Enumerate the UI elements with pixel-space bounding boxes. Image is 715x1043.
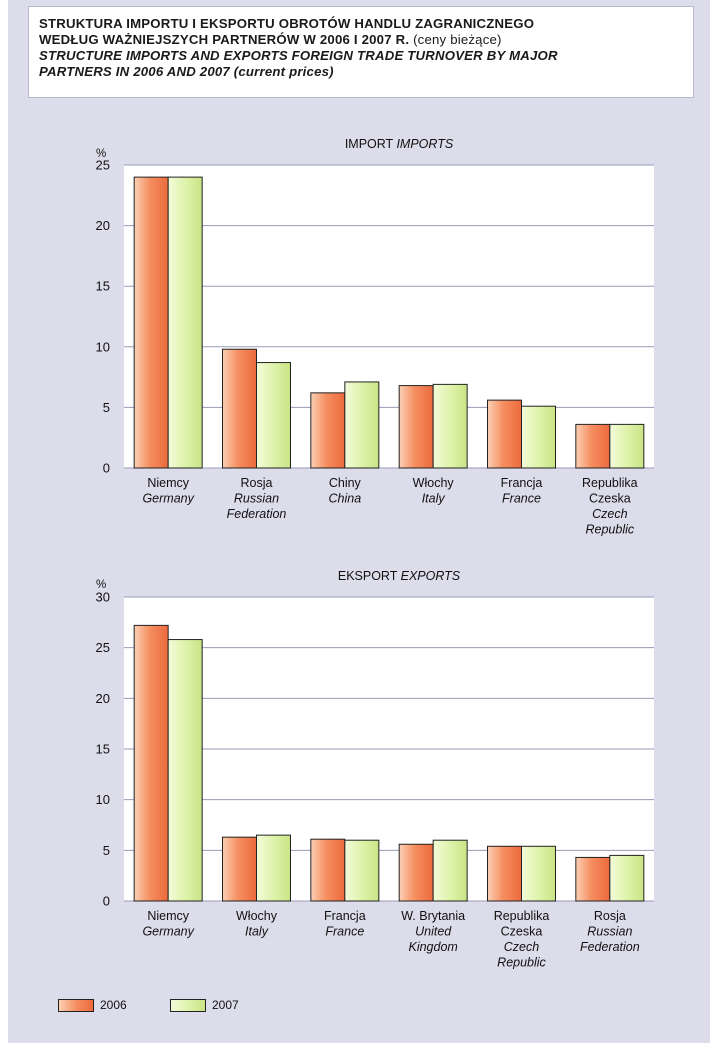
- legend-swatch-2007: [170, 999, 206, 1012]
- imports-bar-2007: [609, 423, 645, 469]
- imports-category-label-pl: Francja: [501, 476, 543, 490]
- title-english-line-2-main: PARTNERS IN 2006 AND 2007: [39, 64, 230, 79]
- imports-category-label-pl: Niemcy: [147, 476, 189, 490]
- imports-bar-2007: [167, 176, 203, 469]
- exports-category-label-pl: Czeska: [501, 925, 543, 939]
- exports-category-label-en: Republic: [497, 956, 546, 970]
- exports-category-label-pl: Francja: [324, 909, 366, 923]
- exports-y-tick-label: 10: [96, 792, 110, 807]
- imports-y-axis-unit: %: [96, 148, 106, 160]
- exports-category-label-en: Kingdom: [408, 940, 457, 954]
- imports-bar-2007: [256, 362, 291, 469]
- imports-bar-2006: [487, 399, 522, 469]
- exports-y-tick-label: 30: [96, 590, 110, 605]
- imports-y-tick-label: 5: [103, 400, 110, 415]
- imports-bar-2006: [310, 392, 346, 469]
- imports-category-label-en: Republic: [586, 523, 635, 537]
- exports-y-tick-label: 20: [96, 691, 110, 706]
- imports-category-label-pl: Czeska: [589, 492, 631, 506]
- imports-category-label-pl: Republika: [582, 476, 638, 490]
- exports-bar-2006: [398, 843, 434, 902]
- exports-category-label-en: United: [415, 925, 452, 939]
- imports-y-tick-label: 20: [96, 218, 110, 233]
- imports-bar-2007: [432, 383, 468, 469]
- exports-category-label-en: Italy: [245, 925, 269, 939]
- imports-bar-2007: [344, 381, 380, 469]
- exports-bar-2007: [167, 639, 203, 902]
- title-english-prices-note: (current prices): [233, 64, 334, 79]
- exports-category-label-pl: Republika: [494, 909, 550, 923]
- imports-category-label-pl: Rosja: [241, 476, 273, 490]
- exports-y-tick-label: 25: [96, 640, 110, 655]
- imports-chart-title: IMPORT IMPORTS: [345, 137, 454, 151]
- imports-category-label-pl: Chiny: [329, 476, 362, 490]
- exports-category-label-en: Czech: [504, 940, 539, 954]
- title-polish-prices-note: (ceny bieżące): [413, 32, 502, 47]
- exports-bar-2006: [487, 845, 522, 902]
- exports-bar-2006: [310, 838, 346, 902]
- imports-category-label-en: Czech: [592, 507, 627, 521]
- exports-chart-title: EKSPORT EXPORTS: [338, 569, 461, 583]
- imports-y-tick-label: 10: [96, 339, 110, 354]
- exports-bar-2006: [222, 836, 257, 902]
- title-polish-line-1: STRUKTURA IMPORTU I EKSPORTU OBROTÓW HAN…: [39, 16, 535, 31]
- exports-category-label-pl: Niemcy: [147, 909, 189, 923]
- title-english-line-2: PARTNERS IN 2006 AND 2007 (current price…: [39, 64, 683, 80]
- legend-label-2006: 2006: [100, 998, 127, 1012]
- imports-y-tick-label: 0: [103, 461, 110, 476]
- exports-category-label-en: France: [325, 925, 364, 939]
- exports-bar-2006: [133, 624, 169, 902]
- imports-bar-2006: [222, 348, 257, 469]
- title-polish-line-2-main: WEDŁUG WAŻNIEJSZYCH PARTNERÓW W 2006 I 2…: [39, 32, 410, 47]
- imports-category-label-en: France: [502, 492, 541, 506]
- exports-bar-2007: [432, 839, 468, 902]
- exports-bar-2007: [521, 845, 556, 902]
- imports-category-label-en: China: [328, 492, 361, 506]
- exports-category-label-pl: Włochy: [236, 909, 278, 923]
- imports-category-label-en: Italy: [422, 492, 446, 506]
- exports-category-label-en: Federation: [580, 940, 640, 954]
- exports-category-label-en: Germany: [142, 925, 194, 939]
- exports-y-tick-label: 0: [103, 894, 110, 909]
- imports-plot-area: [124, 165, 654, 468]
- imports-y-tick-label: 25: [96, 158, 110, 173]
- exports-bar-2007: [344, 839, 380, 902]
- imports-bar-2006: [398, 385, 434, 469]
- figure-title-box: STRUKTURA IMPORTU I EKSPORTU OBROTÓW HAN…: [28, 6, 694, 98]
- imports-category-label-en: Federation: [227, 507, 287, 521]
- exports-category-label-pl: Rosja: [594, 909, 626, 923]
- exports-category-label-pl: W. Brytania: [401, 909, 465, 923]
- exports-bar-2007: [256, 834, 291, 902]
- exports-y-tick-label: 15: [96, 742, 110, 757]
- exports-y-tick-label: 5: [103, 843, 110, 858]
- imports-category-label-en: Russian: [234, 492, 279, 506]
- imports-y-tick-label: 15: [96, 279, 110, 294]
- imports-category-label-en: Germany: [142, 492, 194, 506]
- imports-bar-2006: [575, 423, 611, 469]
- exports-y-axis-unit: %: [96, 579, 106, 591]
- title-english-line-1: STRUCTURE IMPORTS AND EXPORTS FOREIGN TR…: [39, 48, 558, 63]
- exports-bar-2007: [609, 854, 645, 902]
- legend-swatch-2006: [58, 999, 94, 1012]
- imports-bar-2006: [133, 176, 169, 469]
- exports-category-label-en: Russian: [587, 925, 632, 939]
- imports-bar-2007: [521, 405, 556, 469]
- legend-label-2007: 2007: [212, 998, 239, 1012]
- exports-bar-2006: [575, 856, 611, 902]
- title-polish-line-2: WEDŁUG WAŻNIEJSZYCH PARTNERÓW W 2006 I 2…: [39, 32, 683, 48]
- imports-category-label-pl: Włochy: [413, 476, 455, 490]
